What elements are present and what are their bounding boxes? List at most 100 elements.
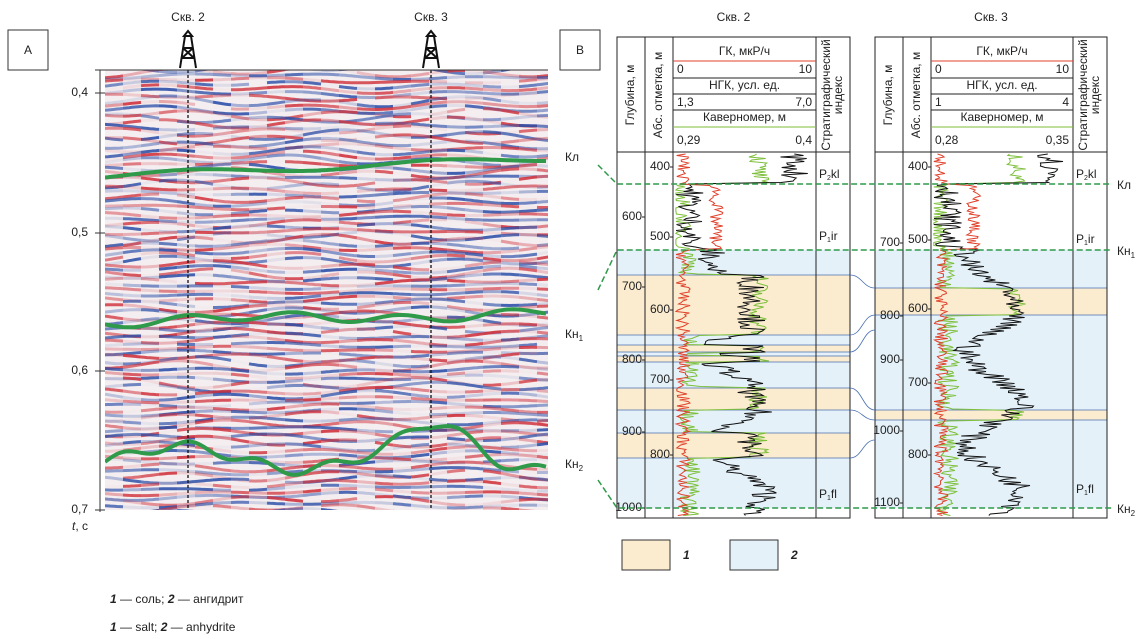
seismic-trace [392, 257, 412, 263]
seismic-trace [194, 72, 214, 76]
seismic-trace [266, 90, 286, 94]
seismic-trace [212, 461, 232, 465]
seismic-trace [212, 198, 232, 204]
depth-tick-label: 1000 [615, 500, 642, 514]
well-title: Скв. 2 [717, 10, 751, 24]
seismic-trace [320, 79, 340, 84]
axis-var: t [72, 519, 76, 533]
seismic-trace [446, 264, 466, 271]
seismic-trace [194, 376, 214, 381]
seismic-trace [302, 232, 322, 238]
seismic-trace [122, 505, 141, 510]
seismic-trace [140, 391, 160, 397]
seismic-trace [464, 230, 484, 234]
seismic-trace [536, 148, 548, 153]
seismic-trace [140, 94, 160, 99]
seismic-trace [194, 247, 214, 252]
seismic-trace [339, 483, 358, 488]
seismic-trace [320, 418, 340, 423]
seismic-trace [537, 497, 548, 502]
seismic-trace [176, 339, 196, 344]
seismic-trace [122, 442, 142, 446]
seismic-trace [266, 153, 286, 158]
seismic-trace [338, 160, 358, 166]
caption-text: — salt; [117, 620, 161, 634]
seismic-trace [429, 373, 448, 377]
seismic-trace [122, 376, 142, 382]
seismic-trace [285, 208, 304, 213]
seismic-trace [105, 153, 124, 159]
seismic-trace [212, 477, 232, 482]
seismic-trace [158, 406, 178, 411]
seismic-trace [483, 514, 501, 516]
seismic-trace [464, 332, 484, 338]
seismic-trace [356, 326, 376, 331]
seismic-trace [266, 495, 286, 501]
seismic-trace [536, 255, 548, 261]
seismic-trace [194, 478, 214, 483]
seismic-trace [105, 122, 124, 128]
seismic-trace [158, 219, 178, 224]
seismic-trace [320, 172, 340, 177]
seismic-trace [447, 315, 466, 320]
horizon-correlation [597, 164, 1112, 185]
seismic-trace [357, 489, 375, 490]
seismic-trace [536, 441, 548, 447]
seismic-trace [284, 80, 304, 84]
seismic-trace [302, 227, 321, 231]
seismic-trace [410, 449, 430, 455]
seismic-trace [230, 326, 250, 331]
seismic-trace [410, 300, 430, 306]
seismic-trace [195, 151, 213, 153]
seismic-trace [176, 310, 195, 314]
seismic-trace [518, 286, 538, 291]
seismic-trace [500, 239, 520, 246]
seismic-trace [231, 63, 249, 65]
column-header: Глубина, м [881, 65, 895, 126]
seismic-trace [194, 487, 214, 492]
seismic-trace [482, 213, 502, 217]
seismic-trace [284, 378, 304, 384]
seismic-trace [536, 492, 548, 497]
seismic-trace [410, 393, 430, 399]
seismic-trace [140, 308, 160, 313]
seismic-trace [410, 275, 430, 280]
seismic-trace [158, 265, 178, 271]
seismic-trace [428, 406, 448, 411]
seismic-trace [140, 176, 160, 182]
seismic-trace [302, 277, 322, 283]
seismic-trace [429, 267, 448, 272]
seismic-trace [356, 407, 376, 412]
seismic-trace [140, 403, 160, 407]
seismic-trace [105, 74, 124, 80]
seismic-trace [428, 450, 448, 456]
seismic-trace [302, 205, 322, 209]
seismic-trace [213, 259, 232, 263]
seismic-trace [536, 86, 548, 91]
seismic-trace [392, 246, 411, 250]
seismic-trace [356, 91, 375, 95]
cal-header: Каверномер, м [960, 110, 1043, 124]
seismic-trace [518, 302, 538, 307]
seismic-trace [302, 274, 322, 280]
seismic-trace [248, 295, 268, 300]
seismic-trace [374, 169, 394, 175]
seismic-trace [320, 87, 340, 93]
seismic-trace [428, 211, 448, 217]
seismic-trace [410, 267, 429, 272]
seismic-trace [464, 279, 484, 284]
seismic-trace [392, 390, 412, 397]
seismic-trace [446, 95, 465, 100]
abs-tick-label: 700 [908, 375, 928, 389]
seismic-trace [518, 83, 538, 89]
seismic-trace [518, 295, 538, 301]
seismic-trace [176, 193, 196, 199]
seismic-trace [320, 358, 340, 364]
seismic-trace [374, 299, 394, 305]
seismic-trace [122, 71, 142, 78]
seismic-trace [500, 72, 520, 78]
seismic-trace [392, 457, 412, 462]
seismic-trace [122, 257, 142, 264]
seismic-trace [105, 291, 124, 297]
seismic-trace [248, 186, 268, 192]
